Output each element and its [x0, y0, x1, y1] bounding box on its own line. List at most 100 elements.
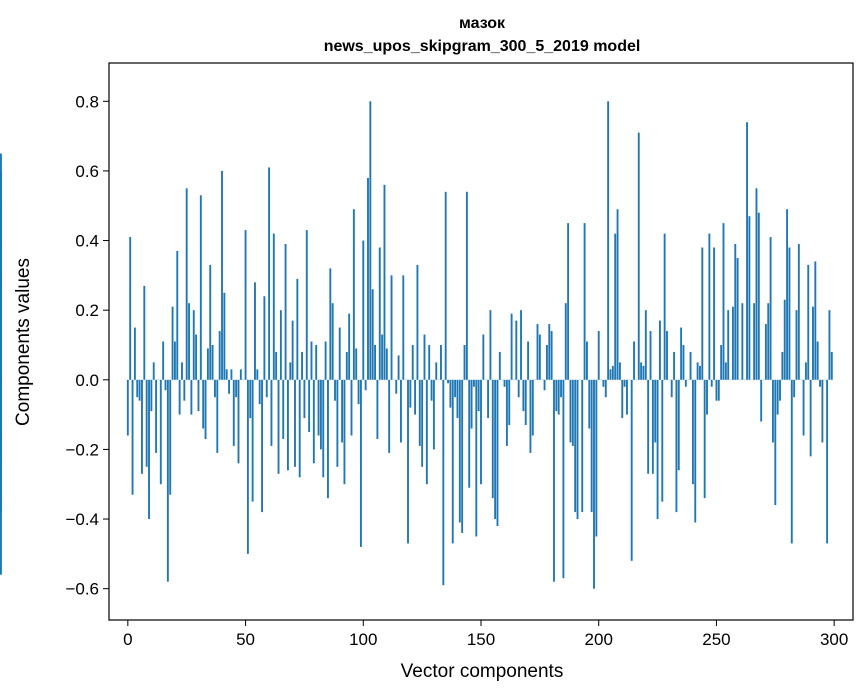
- bar-221: [647, 379, 650, 474]
- bar-204: [607, 101, 610, 380]
- bar-178: [545, 344, 548, 380]
- bar-284: [795, 310, 798, 380]
- bar-54: [254, 282, 256, 380]
- bar-88: [334, 379, 336, 401]
- bar-99: [359, 379, 362, 547]
- bar-273: [769, 237, 772, 380]
- bar-199: [595, 379, 598, 537]
- bar-248: [710, 379, 713, 387]
- bar-11: [152, 362, 155, 380]
- bar-150: [480, 379, 482, 485]
- bar-119: [407, 379, 409, 544]
- bar-84: [324, 341, 327, 380]
- bar-194: [583, 223, 586, 380]
- bar-279: [783, 299, 786, 380]
- bar-76: [305, 230, 308, 380]
- bar-294: [819, 379, 821, 387]
- bar-90: [338, 327, 341, 380]
- bar-206: [611, 365, 614, 380]
- bar-292: [814, 261, 817, 380]
- bar-282: [790, 379, 793, 544]
- bar-106: [376, 379, 379, 439]
- bar-69: [289, 362, 292, 380]
- bar-290: [809, 379, 812, 457]
- bar-229: [666, 331, 668, 380]
- bar-74: [301, 351, 303, 380]
- bar-96: [352, 209, 355, 380]
- bar-147: [472, 379, 475, 387]
- bar-14: [159, 379, 162, 485]
- bar-73: [298, 379, 301, 478]
- bar-133: [440, 344, 442, 380]
- bar-259: [736, 257, 739, 380]
- bar-16: [164, 379, 167, 391]
- bar-141: [458, 379, 461, 523]
- bar-220: [644, 310, 647, 380]
- bar-239: [689, 351, 692, 380]
- bar-214: [630, 379, 633, 561]
- bar-155: [491, 379, 494, 499]
- bar-203: [604, 379, 607, 398]
- bar-211: [623, 379, 626, 387]
- bar-116: [400, 379, 402, 443]
- bar-8: [145, 379, 148, 467]
- bar-50: [244, 230, 247, 380]
- bar-168: [522, 379, 525, 412]
- bar-53: [251, 379, 254, 502]
- bar-44: [230, 369, 233, 380]
- bar-39: [218, 331, 221, 380]
- chart-title-line2: news_upos_skipgram_300_5_2019 model: [324, 38, 641, 55]
- bar-228: [663, 233, 666, 380]
- bar-64: [277, 379, 280, 474]
- bar-27: [190, 379, 193, 415]
- bar-188: [569, 379, 572, 443]
- bar-252: [720, 344, 723, 380]
- bar-125: [421, 379, 424, 467]
- bar-153: [487, 379, 489, 419]
- bar-92: [343, 379, 346, 485]
- bar-196: [588, 379, 591, 429]
- bar-269: [760, 379, 763, 422]
- bar-71: [294, 379, 296, 467]
- bar-38: [216, 379, 219, 453]
- bar-121: [411, 344, 414, 380]
- bar-3: [133, 327, 136, 380]
- bar-138: [451, 379, 454, 544]
- bar-77: [308, 379, 311, 433]
- bar-1: [129, 237, 132, 380]
- bar-4: [136, 379, 139, 398]
- bar-111: [388, 379, 391, 453]
- bar-148: [475, 379, 478, 537]
- bar-158: [498, 351, 501, 380]
- bar-277: [779, 379, 781, 401]
- bar-20: [173, 341, 176, 380]
- bar-41: [223, 292, 226, 380]
- bar-236: [682, 344, 685, 380]
- bar-80: [315, 344, 318, 380]
- bar-126: [423, 334, 426, 380]
- bar-33: [204, 379, 207, 439]
- bar-182: [555, 379, 558, 412]
- bar-97: [355, 348, 358, 380]
- bar-253: [722, 223, 725, 380]
- bar-208: [616, 209, 619, 380]
- bar-28: [192, 310, 195, 380]
- bar-232: [673, 351, 675, 380]
- x-axis-ticks: 0 50 100 150 200 250 300: [123, 620, 848, 649]
- bar-231: [670, 379, 673, 398]
- bar-55: [256, 369, 259, 380]
- bar-266: [753, 303, 756, 380]
- bar-143: [463, 344, 466, 380]
- bar-217: [637, 132, 640, 380]
- bar-272: [767, 303, 770, 380]
- y-tick-label: −0.4: [65, 510, 99, 529]
- bar-110: [385, 348, 388, 380]
- bar-181: [553, 379, 555, 582]
- bar-156: [494, 379, 497, 520]
- bar-83: [322, 379, 325, 478]
- bar-235: [680, 327, 683, 380]
- bar-40: [221, 170, 223, 380]
- bar-157: [496, 379, 499, 526]
- bar-297: [826, 379, 829, 544]
